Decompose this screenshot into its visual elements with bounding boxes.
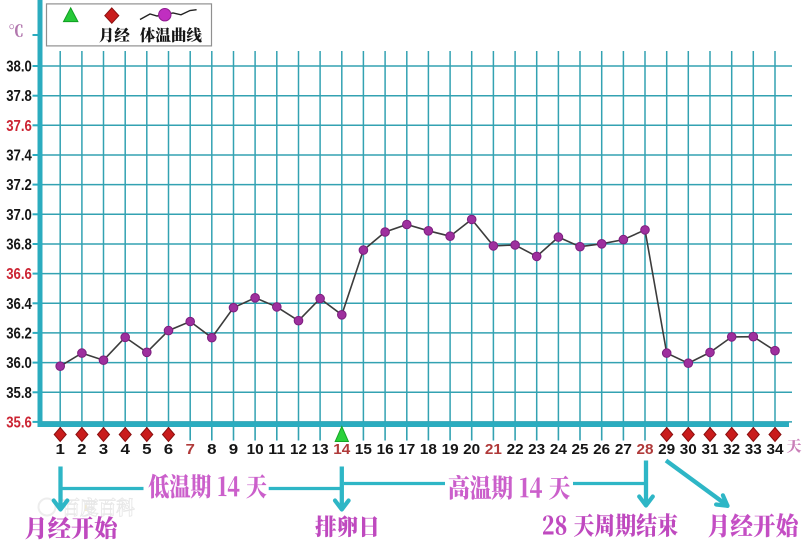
svg-text:13: 13: [312, 441, 329, 458]
svg-text:8: 8: [207, 441, 216, 458]
svg-text:10: 10: [247, 441, 264, 458]
svg-text:34: 34: [767, 441, 785, 458]
svg-text:15: 15: [355, 441, 372, 458]
svg-text:36.0: 36.0: [6, 355, 32, 372]
svg-text:28: 28: [637, 441, 654, 458]
svg-text:37.2: 37.2: [6, 177, 32, 194]
svg-text:22: 22: [507, 441, 524, 458]
svg-text:9: 9: [229, 441, 238, 458]
svg-text:27: 27: [615, 441, 632, 458]
svg-text:33: 33: [745, 441, 762, 458]
svg-text:3: 3: [99, 441, 108, 458]
svg-text:19: 19: [442, 441, 459, 458]
svg-text:1: 1: [56, 441, 65, 458]
svg-text:37.4: 37.4: [6, 148, 32, 165]
svg-text:36.8: 36.8: [6, 237, 32, 254]
svg-text:37.6: 37.6: [6, 118, 32, 135]
svg-text:11: 11: [268, 441, 285, 458]
svg-text:6: 6: [164, 441, 173, 458]
svg-text:5: 5: [142, 441, 151, 458]
svg-text:35.6: 35.6: [6, 414, 32, 431]
svg-text:2: 2: [77, 441, 86, 458]
svg-text:4: 4: [121, 441, 131, 458]
svg-text:14: 14: [333, 441, 351, 458]
svg-text:17: 17: [398, 441, 415, 458]
svg-text:37.0: 37.0: [6, 207, 32, 224]
svg-text:16: 16: [377, 441, 394, 458]
svg-text:20: 20: [463, 441, 480, 458]
svg-text:36.2: 36.2: [6, 325, 32, 342]
svg-text:37.8: 37.8: [6, 88, 32, 105]
svg-text:32: 32: [723, 441, 740, 458]
svg-text:24: 24: [550, 441, 568, 458]
svg-text:35.8: 35.8: [6, 385, 32, 402]
svg-text:18: 18: [420, 441, 437, 458]
svg-text:23: 23: [528, 441, 545, 458]
svg-text:38.0: 38.0: [6, 59, 32, 76]
svg-text:7: 7: [186, 441, 195, 458]
svg-text:31: 31: [702, 441, 719, 458]
svg-text:25: 25: [572, 441, 589, 458]
svg-text:12: 12: [290, 441, 307, 458]
svg-text:21: 21: [485, 441, 502, 458]
svg-text:26: 26: [593, 441, 610, 458]
svg-text:36.6: 36.6: [6, 266, 32, 283]
svg-text:36.4: 36.4: [6, 296, 32, 313]
svg-text:30: 30: [680, 441, 697, 458]
svg-text:29: 29: [658, 441, 675, 458]
